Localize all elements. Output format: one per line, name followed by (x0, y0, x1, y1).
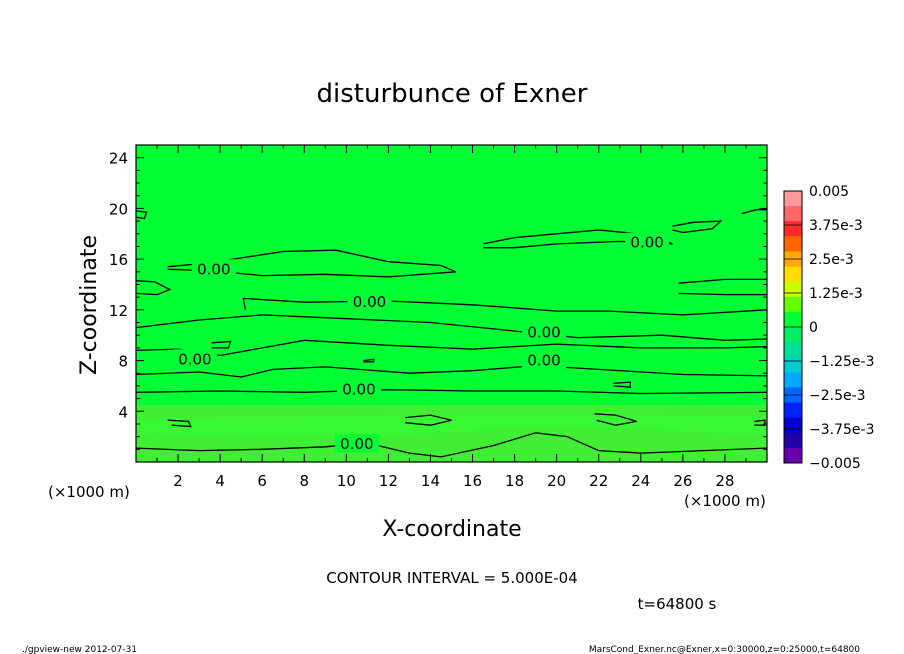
y-tick-label: 24 (109, 150, 128, 168)
colorbar-label: −2.5e-3 (809, 388, 866, 404)
field-band (136, 414, 767, 438)
contour-label-bg-5 (172, 349, 217, 368)
colorbar-segment (784, 342, 802, 358)
x-tick-label: 18 (505, 472, 524, 490)
contour-line-20 (754, 419, 766, 426)
contour-label-4: 0.00 (527, 352, 560, 370)
contour-label-bg-3 (522, 322, 567, 341)
contour-line-14 (211, 340, 232, 349)
contour-label-bg-1 (347, 292, 392, 311)
y-axis-label: Z-coordinate (77, 235, 102, 375)
colorbar-label: −1.25e-3 (809, 354, 874, 370)
colorbar-segment (784, 236, 802, 252)
x-unit-right: (×1000 m) (684, 492, 766, 510)
x-unit-left: (×1000 m) (48, 483, 130, 501)
contour-label-bg-6 (336, 379, 381, 398)
contour-line-5 (242, 297, 768, 316)
x-tick-label: 16 (463, 472, 482, 490)
contour-line-0 (135, 432, 768, 458)
contour-line-11 (672, 220, 723, 234)
contour-labels: 0.00 0.00 0.00 0.00 0.00 0.00 0.00 0.00 (172, 232, 670, 453)
contour-line-1 (135, 389, 768, 395)
contour-label-0: 0.00 (197, 260, 230, 278)
y-tick-label: 16 (109, 251, 128, 269)
chart-title: disturbunce of Exner (317, 79, 588, 109)
x-tick-label: 10 (337, 472, 356, 490)
colorbar-label: 0 (809, 320, 818, 336)
contour-line-13 (741, 209, 767, 215)
contour-line-15 (363, 358, 375, 363)
contour-interval-text: CONTOUR INTERVAL = 5.000E-04 (326, 569, 577, 587)
x-tick-label: 20 (547, 472, 566, 490)
colorbar-segment (784, 357, 802, 373)
colorbar-segment (784, 447, 802, 464)
x-tick-label: 4 (215, 472, 225, 490)
contour-line-17 (167, 419, 192, 428)
contour-line-12 (135, 210, 148, 220)
plot-area (135, 144, 768, 463)
colorbar-label: 1.25e-3 (809, 286, 863, 302)
contour-label-3: 0.00 (527, 324, 560, 342)
contour-label-2: 0.00 (630, 234, 663, 252)
colorbar-segment (784, 432, 802, 449)
colorbar-label: −3.75e-3 (809, 422, 874, 438)
contour-line-7 (167, 249, 456, 278)
colorbar-segment (784, 311, 802, 328)
contour-line-6 (135, 280, 172, 296)
contour-label-5: 0.00 (178, 350, 211, 368)
contour-line-9 (678, 278, 767, 284)
y-tick-label: 4 (118, 403, 128, 421)
footer-right: MarsCond_Exner.nc@Exner,x=0:30000,z=0:25… (589, 645, 860, 654)
y-tick-label: 8 (118, 353, 128, 371)
x-axis-label: X-coordinate (382, 517, 521, 542)
colorbar-segment (784, 221, 802, 237)
contour-line-16 (613, 381, 631, 388)
colorbar-label: −0.005 (809, 456, 861, 472)
y-tick-label: 12 (109, 302, 128, 320)
colorbar-segment (784, 206, 802, 222)
colorbar-segment (784, 296, 802, 313)
contour-line-2 (135, 364, 768, 378)
y-axis-ticks: 4 8 12 16 20 24 (109, 144, 767, 463)
x-tick-label: 26 (673, 472, 692, 490)
contour-label-6: 0.00 (342, 381, 375, 399)
x-tick-label: 6 (257, 472, 267, 490)
footer-left: ./gpview-new 2012-07-31 (22, 645, 137, 654)
contour-label-bg-2 (625, 232, 670, 251)
colorbar-segment (784, 372, 802, 388)
contour-label-1: 0.00 (353, 293, 386, 311)
colorbar-segment (784, 327, 802, 343)
colorbar-segment (784, 266, 802, 283)
x-axis-ticks: 2 4 6 8 10 12 14 16 18 20 22 24 26 28 (135, 145, 768, 490)
contour-label-bg-4 (522, 350, 567, 369)
contour-label-bg-0 (191, 259, 236, 278)
x-tick-label: 14 (421, 472, 440, 490)
colorbar-segment (784, 417, 802, 434)
colorbar-label: 2.5e-3 (809, 252, 854, 268)
colorbar-segment (784, 402, 802, 419)
x-tick-label: 12 (379, 472, 398, 490)
x-tick-label: 24 (631, 472, 650, 490)
x-tick-label: 2 (173, 472, 183, 490)
x-tick-label: 28 (715, 472, 734, 490)
contour-line-18 (405, 414, 452, 426)
contour-line-4 (135, 314, 768, 341)
colorbar-segment (784, 191, 802, 207)
contour-line-19 (594, 413, 637, 426)
contour-label-bg-7 (334, 434, 379, 453)
y-tick-label: 20 (109, 200, 128, 218)
x-tick-label: 8 (299, 472, 309, 490)
contour-label-7: 0.00 (340, 435, 373, 453)
x-tick-label: 22 (589, 472, 608, 490)
colorbar: 0.005 3.75e-3 2.5e-3 1.25e-3 0 −1.25e-3 −2.5e-… (783, 184, 874, 472)
colorbar-label: 3.75e-3 (809, 218, 863, 234)
colorbar-segment (784, 281, 802, 298)
time-label: t=64800 s (638, 595, 717, 613)
contour-line-10 (678, 292, 767, 296)
colorbar-label: 0.005 (809, 184, 849, 200)
